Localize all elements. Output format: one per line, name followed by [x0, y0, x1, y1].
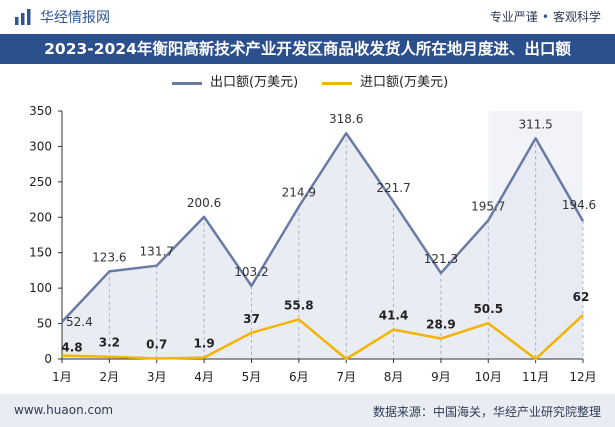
- line-chart: 0 50 100 150 200 250 300 350 1月 2月 3月 4月 5月 6月 7月 8月 9月 1…: [29, 104, 597, 384]
- import-data-label: 28.9: [426, 318, 456, 332]
- legend-label-export: 出口额(万美元): [210, 75, 299, 90]
- export-data-label: 214.9: [282, 186, 316, 200]
- tagline-right: 客观科学: [552, 10, 601, 24]
- y-tick-label: 300: [29, 139, 52, 153]
- import-data-label: 4.8: [61, 341, 82, 355]
- export-area: [62, 133, 583, 359]
- x-tick-label: 8月: [384, 370, 404, 384]
- x-tick-label: 7月: [336, 370, 356, 384]
- x-tick-label: 6月: [289, 370, 309, 384]
- y-tick-label: 200: [29, 210, 52, 224]
- y-tick-label: 350: [29, 104, 52, 118]
- export-data-label: 195.7: [471, 199, 505, 213]
- x-tick-label: 12月: [569, 370, 596, 384]
- x-tick-label: 4月: [194, 370, 214, 384]
- top-bar: 华经情报网 专业严谨 • 客观科学: [0, 0, 615, 34]
- import-data-label: 0.7: [146, 338, 167, 352]
- title-bar: 2023-2024年衡阳高新技术产业开发区商品收发货人所在地月度进、出口额: [0, 34, 615, 64]
- x-tick-label: 3月: [147, 370, 167, 384]
- export-data-label: 221.7: [376, 181, 410, 195]
- x-tick-label: 2月: [100, 370, 120, 384]
- legend-swatch-export: [172, 82, 202, 85]
- y-tick-label: 100: [29, 281, 52, 295]
- import-data-label: 41.4: [379, 309, 409, 323]
- chart-title: 2023-2024年衡阳高新技术产业开发区商品收发货人所在地月度进、出口额: [44, 40, 571, 58]
- export-data-label: 194.6: [562, 198, 596, 212]
- dot-separator: •: [541, 10, 549, 24]
- import-series-line: [61, 314, 584, 361]
- export-data-label: 311.5: [518, 117, 552, 131]
- export-data-label: 200.6: [187, 196, 221, 210]
- export-series-line: [61, 131, 585, 323]
- y-tick-label: 250: [29, 175, 52, 189]
- import-data-label: 1.9: [193, 337, 214, 351]
- x-tick-label: 9月: [431, 370, 451, 384]
- footer: www.huaon.com 数据来源：中国海关，华经产业研究院整理: [0, 394, 615, 427]
- legend: 出口额(万美元) 进口额(万美元): [0, 72, 615, 94]
- legend-label-import: 进口额(万美元): [360, 75, 449, 90]
- export-data-label: 103.2: [234, 265, 268, 279]
- import-data-label: 62: [573, 290, 590, 304]
- export-data-label: 131.7: [140, 245, 174, 259]
- export-data-label: 318.6: [329, 112, 363, 126]
- huajing-logo-icon: [15, 9, 31, 25]
- legend-swatch-import: [322, 82, 352, 85]
- import-data-label: 3.2: [99, 336, 120, 350]
- tagline: 专业严谨 • 客观科学: [490, 8, 601, 25]
- export-data-label: 52.4: [66, 315, 93, 329]
- import-data-label: 50.5: [473, 302, 503, 316]
- y-tick-label: 150: [29, 246, 52, 260]
- tagline-left: 专业严谨: [489, 10, 538, 24]
- footer-source: 数据来源：中国海关，华经产业研究院整理: [372, 405, 601, 419]
- y-tick-label: 50: [37, 317, 52, 331]
- x-tick-label: 1月: [52, 370, 72, 384]
- footer-site: www.huaon.com: [14, 403, 114, 417]
- x-tick-label: 10月: [475, 370, 502, 384]
- x-tick-label: 5月: [242, 370, 262, 384]
- export-data-label: 123.6: [92, 250, 126, 264]
- x-tick-label: 11月: [522, 370, 549, 384]
- y-tick-label: 0: [44, 352, 52, 366]
- brand-name: 华经情报网: [40, 10, 110, 26]
- import-data-label: 55.8: [284, 298, 314, 312]
- export-data-label: 121.3: [424, 252, 458, 266]
- import-data-label: 37: [243, 312, 260, 326]
